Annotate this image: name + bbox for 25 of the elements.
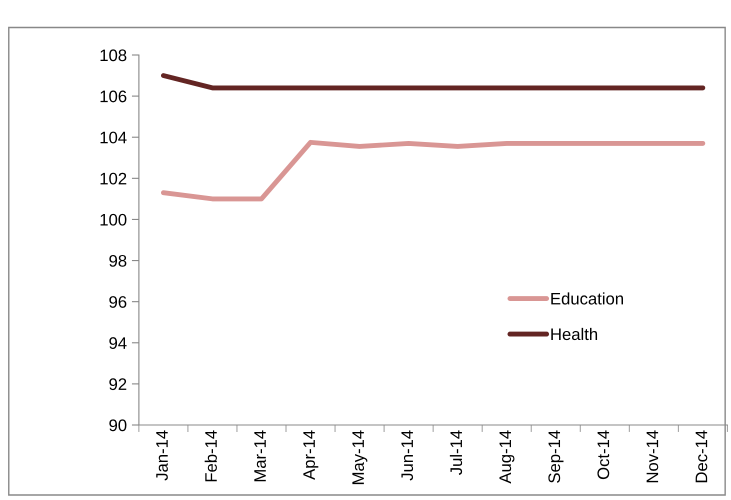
x-tick-label: Aug-14 [500,430,514,484]
y-tick-label: 106 [100,90,126,102]
y-tick-label: 98 [109,254,126,267]
x-tick-label: Jan-14 [156,430,168,481]
x-tick-label: Jun-14 [401,430,414,481]
line-series [160,140,706,202]
x-tick-label: Nov-14 [646,430,658,482]
y-tick-label: 104 [100,132,127,144]
x-tick-label: Jul-14 [450,430,462,475]
x-tick-label: Dec-14 [696,430,708,482]
x-tick-label: Apr-14 [303,430,318,480]
x-tick-label: Mar-14 [254,430,266,482]
y-tick-label: 100 [100,214,126,226]
y-tick-label: 108 [100,49,126,62]
y-tick-label: 96 [109,296,126,308]
y-tick-label: 90 [109,419,126,432]
x-tick-label: Feb-14 [204,430,217,482]
x-tick-label: Sep-14 [548,430,564,483]
legend-label: Health [551,328,598,340]
y-tick-label: 94 [109,337,127,349]
y-tick-label: 102 [100,172,126,185]
y-tick-label: 92 [109,378,126,390]
x-tick-label: May-14 [352,430,368,484]
legend-label: Education [551,292,623,305]
x-tick-label: Oct-14 [597,430,610,480]
